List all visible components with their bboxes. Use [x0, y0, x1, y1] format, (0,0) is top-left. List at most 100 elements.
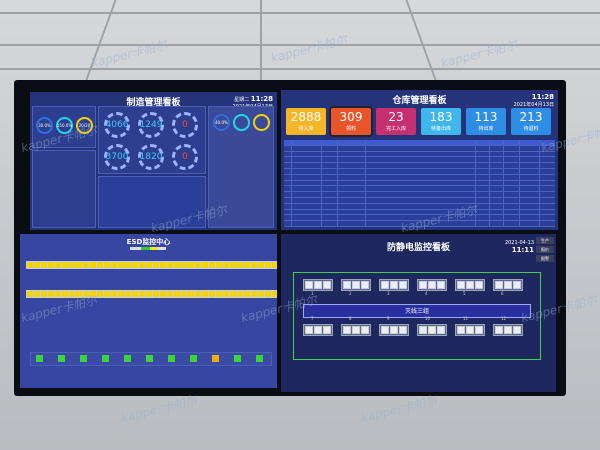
- stat-card[interactable]: 213 待退料: [511, 108, 551, 135]
- ceiling-grid-line: [260, 0, 262, 80]
- sensor-indicator[interactable]: [234, 355, 241, 362]
- station-number: 5: [463, 291, 466, 296]
- esd-unit[interactable]: [236, 261, 258, 269]
- station-number: 4: [425, 291, 428, 296]
- esd-unit[interactable]: [152, 290, 174, 298]
- kpi-ring: 20/20: [76, 117, 93, 134]
- table-row: [284, 145, 555, 152]
- station[interactable]: [417, 324, 447, 336]
- station[interactable]: [379, 279, 409, 291]
- ceiling-grid-line: [0, 12, 600, 14]
- esd-unit[interactable]: [89, 261, 111, 269]
- esd-unit[interactable]: [194, 290, 216, 298]
- station[interactable]: [455, 279, 485, 291]
- gauge-dial: 1249: [138, 112, 164, 138]
- table-row: [284, 192, 555, 198]
- station[interactable]: [303, 324, 333, 336]
- kpi-ring: [253, 114, 270, 131]
- stat-card[interactable]: 183 待备出库: [421, 108, 461, 135]
- ceiling-grid-line: [0, 44, 600, 46]
- table-row: [284, 163, 555, 169]
- esd-unit[interactable]: [215, 261, 237, 269]
- table-row: [284, 168, 555, 175]
- warehouse-panel: 仓库管理看板 11:28 2021年04月13日 2888 待入库 309 领料 23 完工…: [281, 90, 558, 230]
- sensor-indicator[interactable]: [256, 355, 263, 362]
- esd-unit[interactable]: [89, 290, 111, 298]
- workshop-frame: [293, 272, 541, 360]
- sensor-indicator[interactable]: [146, 355, 153, 362]
- esd-unit[interactable]: [173, 290, 195, 298]
- gauge-dial: 0: [172, 144, 198, 170]
- station[interactable]: [417, 279, 447, 291]
- gauge-dial: 0: [172, 112, 198, 138]
- esd-unit[interactable]: [194, 261, 216, 269]
- stat-card[interactable]: 309 领料: [329, 106, 373, 137]
- esd-unit[interactable]: [110, 290, 132, 298]
- panel-title: 仓库管理看板: [392, 96, 447, 106]
- sensor-indicator[interactable]: [190, 355, 197, 362]
- sensor-indicator[interactable]: [102, 355, 109, 362]
- sensor-indicator[interactable]: [124, 355, 131, 362]
- esd-panel: ESD监控中心: [20, 234, 277, 388]
- panel-button[interactable]: 报价: [536, 246, 554, 253]
- kpi-ring: 150.0%: [56, 117, 73, 134]
- gauge-dial: 3700: [104, 144, 130, 170]
- esd-unit[interactable]: [26, 261, 48, 269]
- station-number: 9: [387, 316, 390, 321]
- sensor-indicator[interactable]: [212, 355, 219, 362]
- esd-unit[interactable]: [110, 261, 132, 269]
- station-number: 7: [311, 316, 314, 321]
- esd-unit[interactable]: [131, 290, 153, 298]
- table-row: [284, 140, 555, 146]
- production-table: [98, 176, 206, 228]
- station[interactable]: [493, 279, 523, 291]
- gauge-dial: 4066: [104, 112, 130, 138]
- table-row: [284, 180, 555, 187]
- panel-button[interactable]: 生产: [536, 237, 554, 244]
- station[interactable]: [303, 279, 333, 291]
- station[interactable]: [341, 324, 371, 336]
- station[interactable]: [455, 324, 485, 336]
- station[interactable]: [341, 279, 371, 291]
- table-row: [284, 186, 555, 193]
- bar-chart-box: [32, 150, 96, 228]
- station[interactable]: [379, 324, 409, 336]
- esd-unit[interactable]: [47, 290, 69, 298]
- stat-card[interactable]: 23 完工入库: [376, 108, 416, 135]
- esd-unit[interactable]: [68, 290, 90, 298]
- sensor-indicator[interactable]: [168, 355, 175, 362]
- station-number: 8: [349, 316, 352, 321]
- station-number: 11: [463, 316, 469, 321]
- station[interactable]: [493, 324, 523, 336]
- stat-card[interactable]: 113 待出库: [466, 108, 506, 135]
- esd-unit[interactable]: [131, 261, 153, 269]
- esd-unit[interactable]: [26, 290, 48, 298]
- esd-unit[interactable]: [215, 290, 237, 298]
- sensor-indicator[interactable]: [80, 355, 87, 362]
- station-number: 3: [387, 291, 390, 296]
- esd-unit[interactable]: [257, 290, 277, 298]
- esd-unit[interactable]: [173, 261, 195, 269]
- kpi-ring: 40.0%: [213, 114, 230, 131]
- esd-unit[interactable]: [47, 261, 69, 269]
- table-row: [284, 174, 555, 181]
- table-row: [284, 215, 555, 222]
- stat-card[interactable]: 2888 待入库: [286, 108, 326, 135]
- esd-unit[interactable]: [236, 290, 258, 298]
- station-number: 10: [425, 316, 431, 321]
- esd-unit[interactable]: [257, 261, 277, 269]
- ceiling-grid-line: [0, 68, 600, 70]
- esd-unit[interactable]: [152, 261, 174, 269]
- kpi-ring: 30.0%: [36, 117, 53, 134]
- panel-title: 防静电监控看板: [386, 243, 450, 253]
- line-label: 灭线三组: [303, 304, 531, 318]
- sensor-indicator[interactable]: [58, 355, 65, 362]
- table-row: [284, 197, 555, 204]
- station-number: 1: [311, 291, 314, 296]
- sensor-indicator[interactable]: [36, 355, 43, 362]
- panel-button[interactable]: 报警: [536, 255, 554, 262]
- esd-unit[interactable]: [68, 261, 90, 269]
- kpi-ring: [233, 114, 250, 131]
